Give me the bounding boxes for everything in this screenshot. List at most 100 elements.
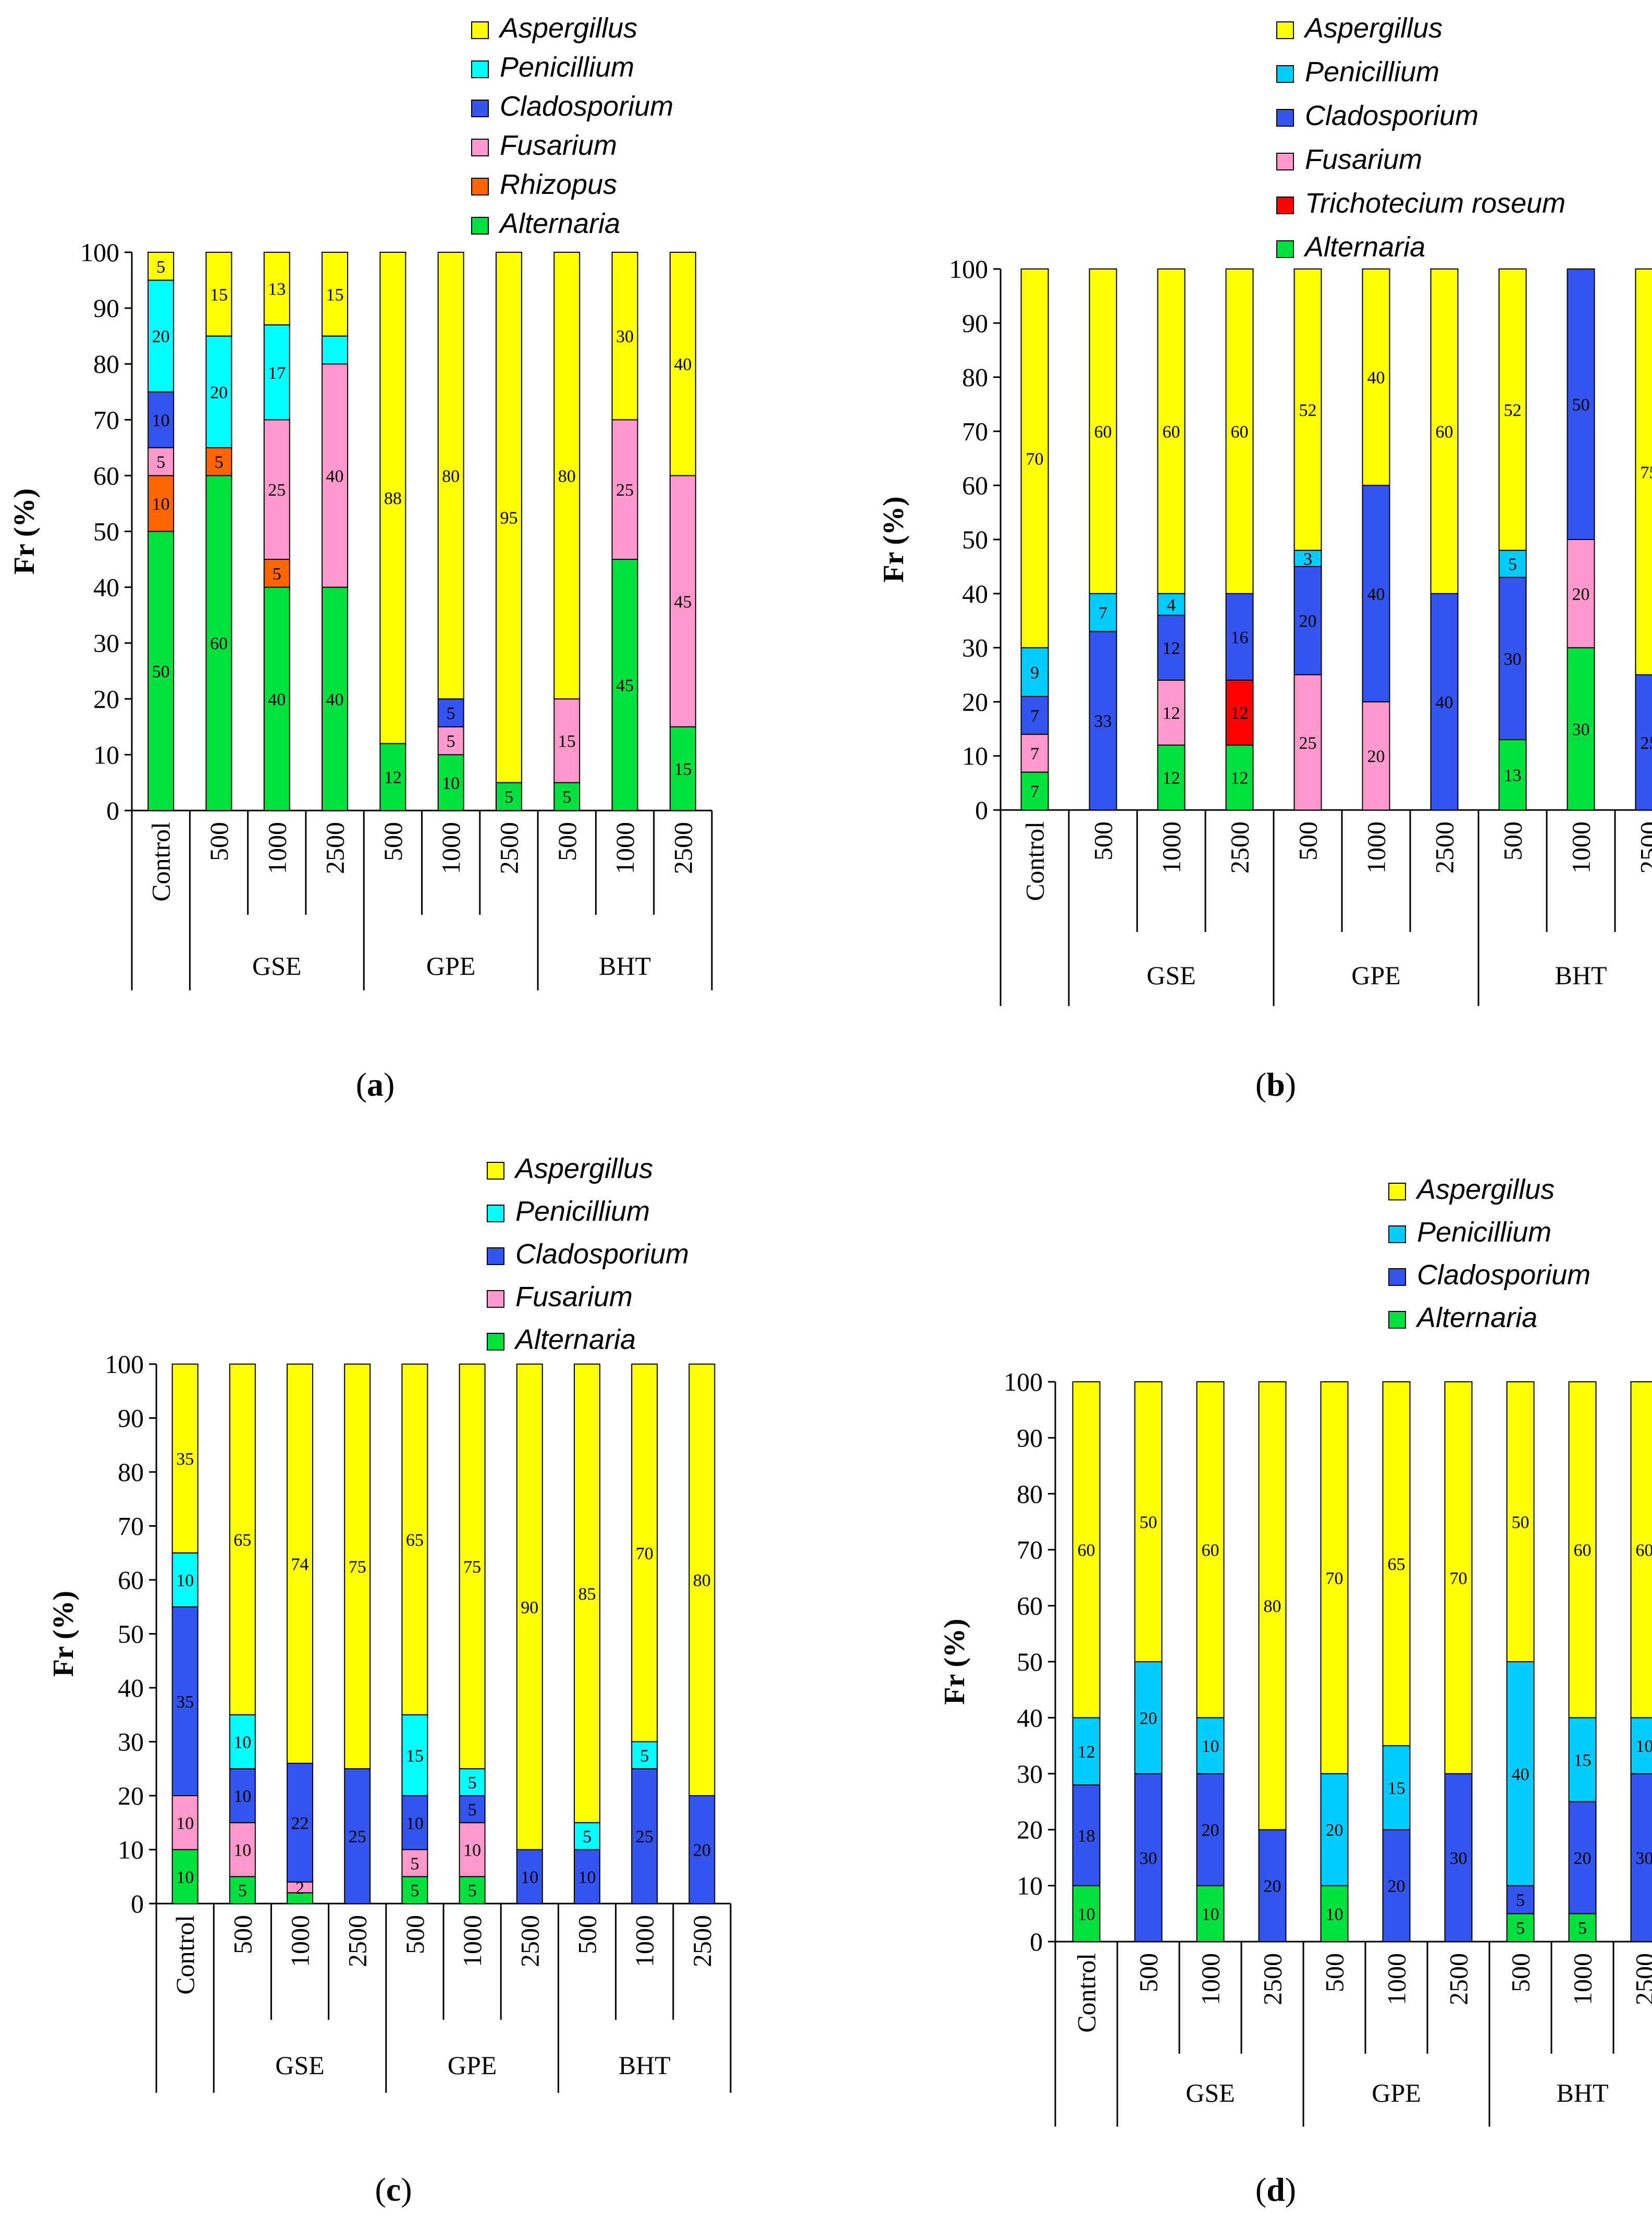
- data-label: 50: [1140, 1513, 1157, 1532]
- data-label: 50: [152, 662, 170, 681]
- bar-segment-aspergillus: [631, 1364, 658, 1743]
- bar-segment-cladosporium: [1430, 593, 1459, 811]
- legend-swatch-trichotecium-roseum: [1276, 197, 1294, 214]
- data-label: 10: [176, 1571, 194, 1590]
- y-tick-label: 40: [1017, 1703, 1043, 1732]
- y-tick-label: 20: [1017, 1815, 1043, 1844]
- bar-segment-aspergillus: [516, 1364, 543, 1850]
- bar-segment-penicillium: [1506, 1661, 1535, 1886]
- data-label: 20: [1574, 1849, 1592, 1868]
- data-label: 20: [1202, 1821, 1219, 1840]
- bar-segment-aspergillus: [147, 252, 175, 281]
- data-label: 80: [442, 467, 460, 486]
- bar-segment-penicillium: [205, 335, 232, 448]
- data-label: 5: [238, 1881, 247, 1900]
- category-label: Control: [170, 1915, 200, 1995]
- data-label: 52: [1299, 401, 1317, 420]
- data-label: 20: [1572, 585, 1590, 604]
- legend-swatch-alternaria: [1388, 1311, 1406, 1329]
- legend-swatch-alternaria: [1276, 240, 1294, 258]
- group-label: GSE: [1186, 2078, 1235, 2107]
- panel-d: 0 10 20 30 40 50 60 70 80 90 100 Fr (%) Control 500 10…: [939, 1174, 1652, 2208]
- data-label: 60: [210, 634, 228, 654]
- data-label: 60: [1574, 1541, 1592, 1560]
- bar-segment-fusarium: [611, 419, 638, 560]
- legend-label-penicillium: Penicillium: [515, 1196, 650, 1227]
- group-label: BHT: [1555, 961, 1607, 990]
- legend-label-penicillium: Penicillium: [500, 52, 634, 83]
- bar-segment-cladosporium: [574, 1849, 600, 1904]
- data-label: 40: [1436, 693, 1453, 712]
- data-label: 20: [210, 383, 228, 402]
- data-label: 80: [693, 1571, 711, 1590]
- bar-segment-penicillium: [1134, 1661, 1163, 1774]
- legend-label-alternaria: Alternaria: [498, 208, 620, 239]
- legend-swatch-cladosporium: [1276, 109, 1294, 127]
- legend-label-fusarium: Fusarium: [1305, 144, 1422, 175]
- data-label: 5: [504, 788, 513, 807]
- data-label: 40: [268, 690, 286, 709]
- legend-label-fusarium: Fusarium: [500, 130, 617, 161]
- data-label: 5: [1508, 555, 1517, 574]
- data-label: 7: [1030, 782, 1039, 802]
- y-tick-label: 0: [975, 795, 988, 825]
- bar-segment-alternaria: [1157, 744, 1186, 811]
- data-label: 20: [1299, 612, 1317, 631]
- data-label: 20: [1264, 1877, 1281, 1896]
- bar-segment-rhizopus: [263, 559, 290, 588]
- data-label: 65: [233, 1530, 251, 1550]
- data-label: 70: [1450, 1569, 1468, 1588]
- y-tick-label: 50: [962, 525, 988, 554]
- data-label: 10: [521, 1868, 538, 1887]
- category-label: Control: [146, 822, 176, 902]
- data-label: 40: [1367, 585, 1385, 604]
- data-label: 75: [349, 1557, 366, 1577]
- bar-segment-alternaria: [1072, 1885, 1101, 1943]
- bar-segment-cladosporium: [344, 1768, 371, 1904]
- y-tick-label: 50: [93, 517, 119, 546]
- data-label: 5: [562, 788, 571, 807]
- legend-label-aspergillus: Aspergillus: [1303, 13, 1443, 44]
- y-tick-label: 30: [118, 1727, 144, 1757]
- category-label: Control: [1020, 821, 1050, 901]
- panel-label: (c): [375, 2171, 412, 2208]
- data-label: 60: [1202, 1541, 1219, 1560]
- legend-swatch-fusarium: [487, 1290, 504, 1308]
- y-tick-label: 80: [1017, 1479, 1043, 1508]
- y-tick-label: 70: [1017, 1535, 1043, 1564]
- bar-segment-cladosporium: [1089, 631, 1117, 811]
- bar-segment-aspergillus: [1506, 1381, 1535, 1662]
- data-label: 10: [152, 411, 170, 430]
- bar-segment-aspergillus: [1134, 1381, 1163, 1662]
- group-label: GSE: [275, 2051, 324, 2080]
- y-tick-label: 20: [962, 687, 988, 716]
- legend-label-cladosporium: Cladosporium: [500, 91, 673, 122]
- category-label: 1000: [458, 1915, 487, 1967]
- legend-label-cladosporium: Cladosporium: [515, 1238, 689, 1270]
- data-label: 5: [468, 1881, 477, 1900]
- bar-segment-aspergillus: [495, 252, 522, 783]
- bar-segment-cladosporium: [1568, 1801, 1597, 1915]
- category-label: 2500: [1225, 821, 1254, 874]
- legend-swatch-fusarium: [471, 139, 489, 156]
- bar-segment-cladosporium: [1567, 268, 1595, 540]
- bar-segment-aspergillus: [1225, 268, 1254, 594]
- y-tick-label: 10: [93, 740, 119, 769]
- group-label: BHT: [599, 951, 651, 980]
- panel-b: 0 10 20 30 40 50 60 70 80 90 100 Fr (%) Control 500 10…: [878, 13, 1652, 1103]
- y-tick-label: 10: [962, 741, 988, 770]
- category-label: 500: [1320, 1953, 1349, 1992]
- data-label: 5: [156, 453, 165, 472]
- data-label: 25: [1299, 733, 1317, 753]
- data-label: 50: [1572, 396, 1590, 415]
- legend-label-cladosporium: Cladosporium: [1417, 1259, 1591, 1291]
- bar-segment-aspergillus: [1258, 1381, 1287, 1831]
- y-tick-label: 30: [93, 629, 119, 658]
- bar-segment-aspergillus: [1089, 268, 1117, 594]
- bar-segment-fusarium: [1362, 701, 1390, 811]
- legend-label-alternaria: Alternaria: [1415, 1302, 1537, 1333]
- y-tick-label: 60: [118, 1565, 144, 1594]
- data-label: 5: [273, 565, 281, 584]
- category-label: 2500: [320, 822, 350, 874]
- bar-segment-alternaria: [379, 743, 406, 811]
